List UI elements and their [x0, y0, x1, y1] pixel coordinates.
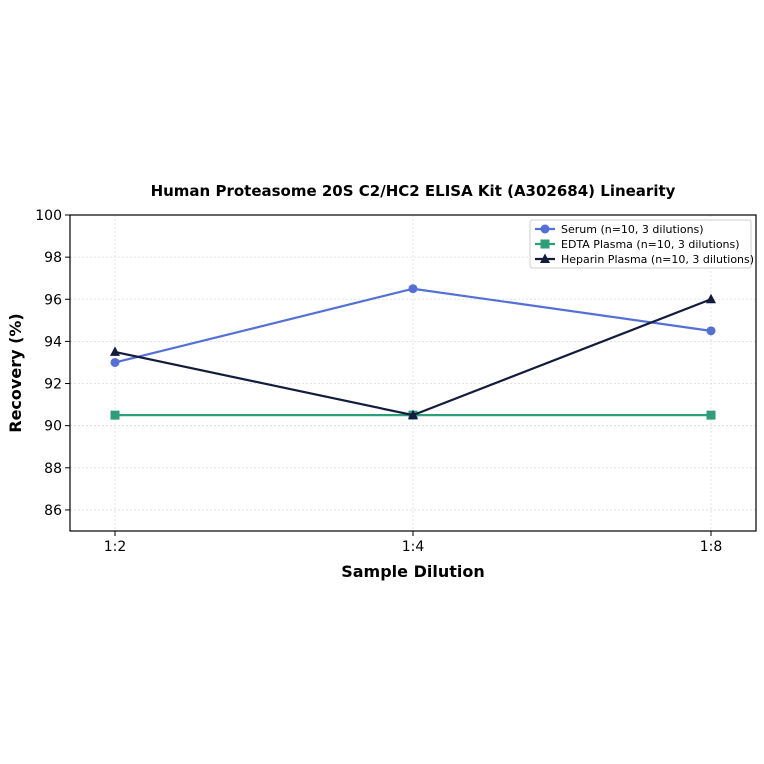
data-point	[706, 326, 716, 336]
y-tick-label: 86	[44, 503, 62, 519]
data-point	[408, 409, 418, 420]
data-point	[110, 410, 120, 420]
x-axis-ticks: 1:2 1:4 1:8	[104, 531, 723, 555]
y-axis-ticks: 86 88 90 92 94 96 98 100	[35, 208, 70, 519]
x-tick-label: 1:4	[402, 539, 425, 555]
legend-swatch-marker	[540, 253, 550, 263]
series-line	[110, 293, 716, 420]
legend-entry: Heparin Plasma (n=10, 3 dilutions)	[535, 253, 754, 266]
data-point	[110, 346, 120, 356]
legend-label: EDTA Plasma (n=10, 3 dilutions)	[561, 238, 740, 251]
legend-entry: EDTA Plasma (n=10, 3 dilutions)	[535, 238, 740, 251]
y-axis-label: Recovery (%)	[6, 313, 25, 432]
y-tick-label: 88	[44, 461, 62, 477]
series-line	[110, 284, 716, 367]
y-tick-label: 92	[44, 377, 62, 393]
data-point	[706, 410, 716, 420]
data-point	[706, 293, 716, 304]
x-tick-label: 1:2	[104, 539, 127, 555]
legend-label: Heparin Plasma (n=10, 3 dilutions)	[561, 253, 754, 266]
x-tick-label: 1:8	[700, 539, 723, 555]
y-tick-label: 100	[35, 208, 62, 224]
legend-swatch-marker	[540, 239, 550, 249]
y-tick-label: 98	[44, 250, 62, 266]
data-point	[408, 284, 418, 294]
legend-items: Serum (n=10, 3 dilutions) EDTA Plasma (n=…	[535, 223, 754, 266]
y-tick-label: 90	[44, 419, 62, 435]
legend-entry: Serum (n=10, 3 dilutions)	[535, 223, 704, 236]
x-axis-label: Sample Dilution	[341, 562, 485, 581]
series-group	[110, 284, 716, 420]
y-tick-label: 96	[44, 292, 62, 308]
y-tick-label: 94	[44, 334, 62, 350]
chart-title: Human Proteasome 20S C2/HC2 ELISA Kit (A…	[151, 182, 676, 200]
legend-label: Serum (n=10, 3 dilutions)	[561, 223, 704, 236]
legend: Serum (n=10, 3 dilutions) EDTA Plasma (n=…	[529, 219, 754, 269]
legend-box	[529, 219, 752, 269]
legend-swatch-marker	[540, 224, 550, 234]
data-point	[110, 357, 120, 367]
